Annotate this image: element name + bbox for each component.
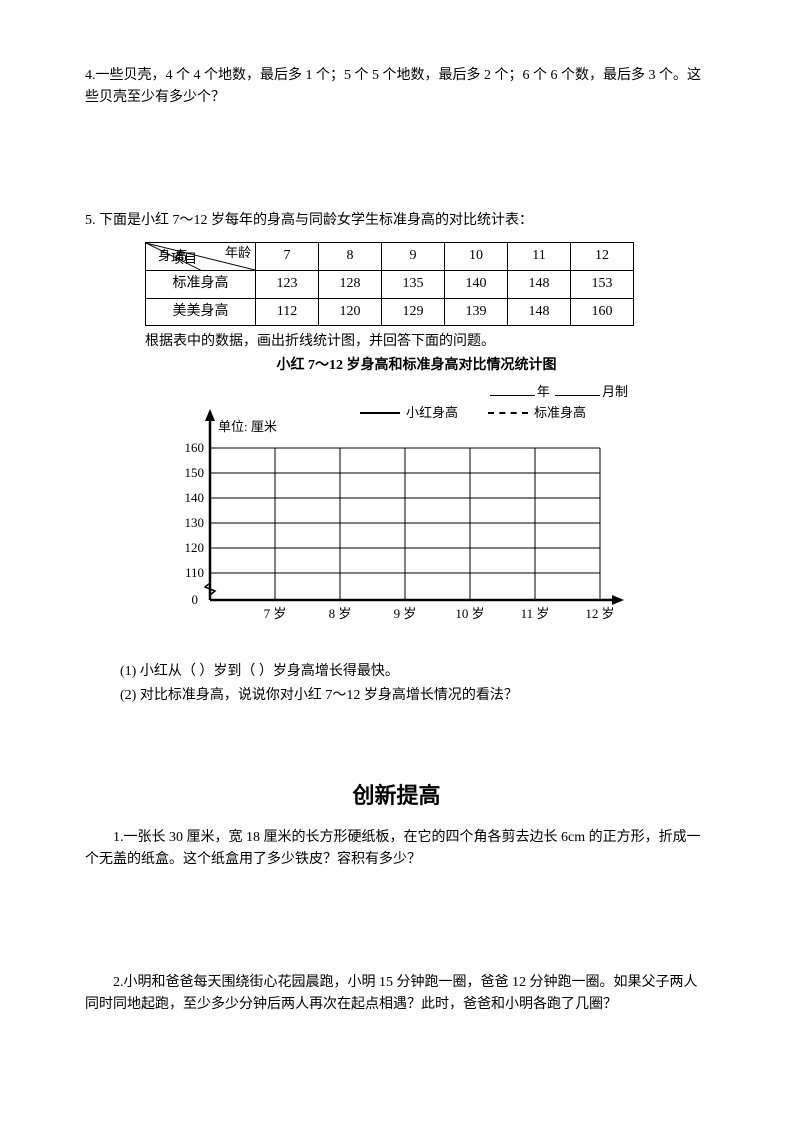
cell: 139 [445, 298, 508, 325]
age-header: 10 [445, 243, 508, 271]
age-header: 7 [256, 243, 319, 271]
svg-text:11 岁: 11 岁 [521, 606, 550, 621]
diagonal-header-cell: 身 高 年龄 项目 [146, 243, 256, 271]
svg-text:140: 140 [185, 490, 205, 505]
legend-label-2: 标准身高 [534, 403, 586, 424]
cell: 148 [508, 298, 571, 325]
svg-text:0: 0 [192, 592, 199, 607]
table-note: 根据表中的数据，画出折线统计图，并回答下面的问题。 [145, 331, 708, 353]
chart-area: 小红身高 标准身高 单位: 厘米 [180, 405, 708, 643]
q4-text: 4.一些贝壳，4 个 4 个地数，最后多 1 个；5 个 5 个地数，最后多 2… [85, 65, 708, 110]
table-row: 美美身高 112 120 129 139 148 160 [146, 298, 634, 325]
cell: 140 [445, 271, 508, 298]
age-header: 12 [571, 243, 634, 271]
chart-title: 小红 7～12 岁身高和标准身高对比情况统计图 [125, 355, 708, 377]
cell: 129 [382, 298, 445, 325]
question-5: 5. 下面是小红 7～12 岁每年的身高与同龄女学生标准身高的对比统计表： 身 … [85, 210, 708, 708]
chart-date-legend: 年 月制 [85, 382, 628, 403]
svg-text:12 岁: 12 岁 [585, 606, 614, 621]
cell: 160 [571, 298, 634, 325]
dashed-line-icon [488, 412, 528, 414]
sub-q1: (1) 小红从（ ）岁到（ ）岁身高增长得最快。 [120, 661, 708, 683]
height-table: 身 高 年龄 项目 7 8 9 10 11 12 标准身高 123 128 13… [145, 242, 634, 326]
svg-text:9 岁: 9 岁 [394, 606, 417, 621]
legend-label-1: 小红身高 [406, 403, 458, 424]
age-header: 9 [382, 243, 445, 271]
svg-text:8 岁: 8 岁 [329, 606, 352, 621]
diag-label-item: 项目 [171, 249, 197, 270]
svg-text:10 岁: 10 岁 [455, 606, 484, 621]
cell: 112 [256, 298, 319, 325]
solid-line-icon [360, 412, 400, 414]
cell: 120 [319, 298, 382, 325]
cell: 153 [571, 271, 634, 298]
row-label: 美美身高 [146, 298, 256, 325]
cell: 128 [319, 271, 382, 298]
cell: 123 [256, 271, 319, 298]
svg-text:160: 160 [185, 440, 205, 455]
cell: 148 [508, 271, 571, 298]
section-title: 创新提高 [85, 778, 708, 813]
svg-text:130: 130 [185, 515, 205, 530]
age-header: 8 [319, 243, 382, 271]
question-4: 4.一些贝壳，4 个 4 个地数，最后多 1 个；5 个 5 个地数，最后多 2… [85, 65, 708, 110]
diag-label-age: 年龄 [225, 243, 251, 264]
y-axis-label: 单位: 厘米 [218, 419, 277, 434]
innovation-q2: 2.小明和爸爸每天围绕街心花园晨跑，小明 15 分钟跑一圈，爸爸 12 分钟跑一… [85, 972, 708, 1017]
innovation-q1: 1.一张长 30 厘米，宽 18 厘米的长方形硬纸板，在它的四个角各剪去边长 6… [85, 827, 708, 872]
q5-intro: 5. 下面是小红 7～12 岁每年的身高与同龄女学生标准身高的对比统计表： [85, 210, 708, 232]
svg-text:110: 110 [185, 565, 204, 580]
table-header-row: 身 高 年龄 项目 7 8 9 10 11 12 [146, 243, 634, 271]
year-blank [490, 395, 535, 396]
line-chart-svg: 单位: 厘米 0 110 120 [180, 405, 630, 635]
svg-text:150: 150 [185, 465, 205, 480]
age-header: 11 [508, 243, 571, 271]
month-blank [555, 395, 600, 396]
row-label: 标准身高 [146, 271, 256, 298]
cell: 135 [382, 271, 445, 298]
sub-questions: (1) 小红从（ ）岁到（ ）岁身高增长得最快。 (2) 对比标准身高，说说你对… [120, 661, 708, 708]
svg-text:7 岁: 7 岁 [264, 606, 287, 621]
svg-text:120: 120 [185, 540, 205, 555]
table-row: 标准身高 123 128 135 140 148 153 [146, 271, 634, 298]
sub-q2: (2) 对比标准身高，说说你对小红 7～12 岁身高增长情况的看法？ [120, 685, 708, 707]
series-legend: 小红身高 标准身高 [360, 403, 586, 424]
